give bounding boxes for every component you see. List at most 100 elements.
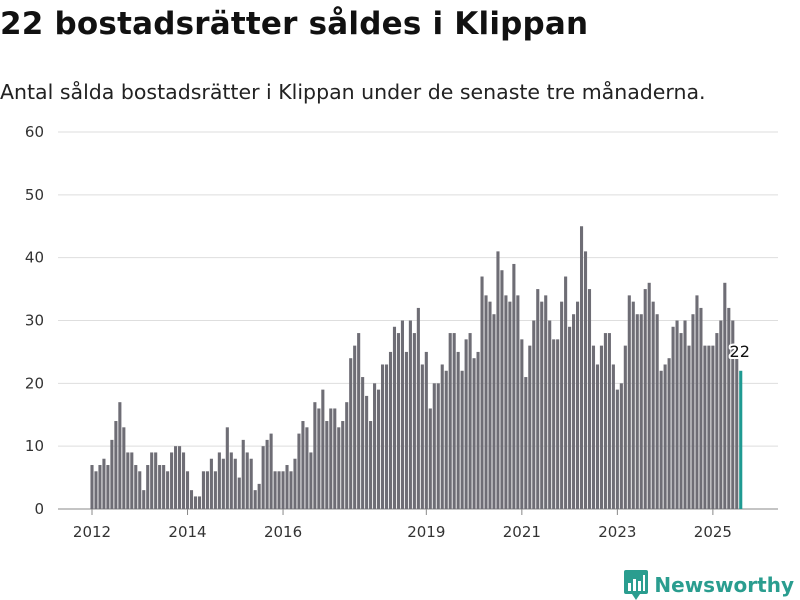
bar bbox=[639, 314, 643, 509]
bar bbox=[496, 251, 500, 509]
bar bbox=[373, 383, 377, 509]
bar bbox=[452, 333, 456, 509]
bar bbox=[174, 446, 178, 509]
x-axis-ticks: 2012 2014 2016 2019 2021 2023 2025 bbox=[73, 509, 732, 541]
bar bbox=[579, 226, 584, 509]
bar bbox=[106, 465, 110, 509]
bar bbox=[189, 490, 194, 509]
bar bbox=[118, 402, 122, 509]
bar bbox=[213, 471, 217, 509]
x-tick-label: 2016 bbox=[264, 523, 302, 541]
bar bbox=[130, 452, 134, 509]
bar bbox=[404, 351, 408, 509]
bar bbox=[369, 421, 373, 509]
bar bbox=[221, 458, 225, 509]
bar bbox=[623, 345, 627, 509]
bar bbox=[699, 307, 703, 509]
bar bbox=[110, 439, 114, 509]
bar bbox=[388, 351, 393, 509]
bar bbox=[695, 295, 699, 509]
y-tick-label: 50 bbox=[25, 186, 44, 204]
bar bbox=[321, 389, 325, 509]
bar bbox=[520, 339, 524, 509]
bar bbox=[500, 270, 504, 509]
bar bbox=[353, 345, 357, 509]
bar bbox=[448, 333, 452, 509]
bar bbox=[408, 320, 412, 509]
bar bbox=[683, 320, 687, 509]
bar bbox=[197, 496, 202, 509]
bar bbox=[595, 364, 600, 509]
x-tick-label: 2012 bbox=[73, 523, 111, 541]
bar bbox=[675, 320, 679, 509]
bar bbox=[365, 395, 369, 509]
bar bbox=[464, 339, 468, 509]
bar bbox=[635, 314, 639, 509]
bar bbox=[309, 452, 313, 509]
bar bbox=[576, 301, 580, 509]
bar bbox=[440, 364, 444, 509]
bar bbox=[277, 471, 281, 509]
y-tick-label: 20 bbox=[25, 374, 44, 392]
bar bbox=[679, 333, 683, 509]
bar bbox=[377, 389, 381, 509]
bar bbox=[217, 452, 221, 509]
bar bbox=[162, 465, 166, 509]
bar bbox=[719, 320, 723, 509]
bar bbox=[560, 301, 564, 509]
bar bbox=[599, 345, 603, 509]
bar bbox=[233, 458, 237, 509]
bar bbox=[209, 458, 213, 509]
y-tick-label: 30 bbox=[25, 312, 44, 330]
bar bbox=[317, 408, 321, 509]
brand-logo[interactable]: Newsworthy bbox=[624, 570, 794, 600]
bar bbox=[205, 471, 209, 509]
bar bbox=[627, 295, 631, 509]
bar bbox=[583, 251, 588, 509]
bar bbox=[122, 427, 126, 509]
bar bbox=[603, 333, 607, 509]
bar bbox=[512, 263, 516, 509]
bar bbox=[400, 320, 404, 509]
bar bbox=[659, 370, 663, 509]
bar bbox=[667, 358, 671, 509]
bar bbox=[711, 345, 715, 509]
bar bbox=[480, 276, 484, 509]
bar bbox=[150, 452, 154, 509]
bar-series bbox=[90, 226, 743, 509]
bar bbox=[715, 333, 719, 509]
bar bbox=[655, 314, 659, 509]
bar bbox=[476, 351, 480, 509]
bar bbox=[229, 452, 233, 509]
bar bbox=[269, 433, 273, 509]
bar bbox=[556, 339, 560, 509]
bar bbox=[273, 471, 277, 509]
bar bbox=[98, 465, 102, 509]
x-tick-label: 2023 bbox=[598, 523, 636, 541]
y-tick-label: 60 bbox=[25, 123, 44, 141]
bar bbox=[456, 351, 460, 509]
bar bbox=[257, 483, 261, 509]
bar bbox=[472, 358, 476, 509]
bar bbox=[154, 452, 158, 509]
bar bbox=[488, 301, 492, 509]
bar bbox=[723, 282, 727, 509]
bar bbox=[691, 314, 695, 509]
bar bbox=[126, 452, 130, 509]
bar bbox=[337, 427, 341, 509]
bar bbox=[703, 345, 707, 509]
bar bbox=[568, 326, 572, 509]
bar bbox=[663, 364, 667, 509]
bar bbox=[313, 402, 317, 509]
bar bbox=[524, 377, 528, 509]
x-tick-label: 2025 bbox=[694, 523, 732, 541]
bar bbox=[253, 490, 257, 509]
chart-subtitle: Antal sålda bostadsrätter i Klippan unde… bbox=[0, 80, 706, 104]
bar bbox=[484, 295, 488, 509]
bar bbox=[587, 289, 592, 509]
bar bbox=[329, 408, 333, 509]
bar bbox=[281, 471, 285, 509]
bar bbox=[249, 458, 253, 509]
bar bbox=[420, 364, 424, 509]
bar bbox=[361, 377, 365, 509]
